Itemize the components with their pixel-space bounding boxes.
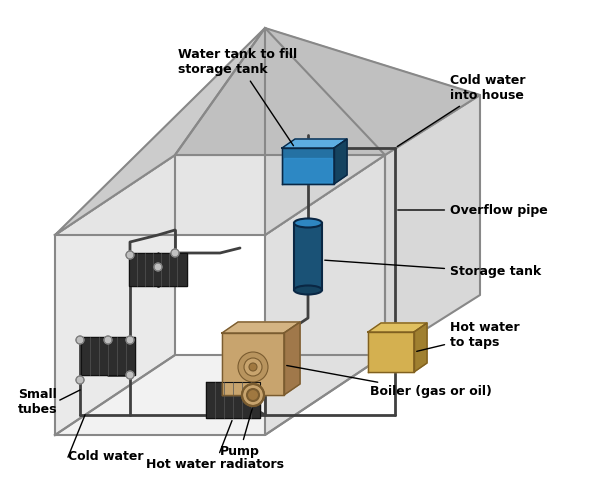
Polygon shape [265,28,385,235]
Polygon shape [175,28,480,155]
Text: Cold water
into house: Cold water into house [397,74,526,146]
Circle shape [126,251,134,259]
Polygon shape [55,155,175,435]
Ellipse shape [249,363,257,371]
Text: Storage tank: Storage tank [325,260,541,279]
Polygon shape [282,148,334,184]
Ellipse shape [294,285,322,294]
Circle shape [76,376,84,384]
Polygon shape [368,323,427,332]
Circle shape [104,336,112,344]
Polygon shape [385,95,480,355]
Polygon shape [129,253,187,286]
Polygon shape [294,223,322,290]
Polygon shape [55,155,385,235]
Circle shape [171,249,179,257]
Polygon shape [284,158,332,182]
Polygon shape [81,337,135,375]
Text: Boiler (gas or oil): Boiler (gas or oil) [287,366,492,399]
Polygon shape [206,382,260,418]
Polygon shape [282,139,347,148]
Circle shape [242,384,264,406]
Circle shape [76,336,84,344]
Text: Hot water radiators: Hot water radiators [146,421,284,471]
Text: Hot water
to taps: Hot water to taps [417,321,520,351]
Text: Pump: Pump [220,409,260,458]
Text: Cold water: Cold water [68,450,143,464]
Circle shape [126,371,134,379]
Text: Small
tubes: Small tubes [18,388,58,416]
Polygon shape [368,332,414,372]
Polygon shape [284,322,300,395]
Ellipse shape [238,352,268,382]
Circle shape [126,336,134,344]
Ellipse shape [294,218,322,228]
Ellipse shape [244,358,262,376]
Polygon shape [222,322,300,333]
Text: Overflow pipe: Overflow pipe [398,204,548,217]
Circle shape [154,263,162,271]
Polygon shape [334,139,347,184]
Polygon shape [222,333,284,395]
Polygon shape [55,28,265,235]
Polygon shape [414,323,427,372]
Circle shape [247,389,259,401]
Text: Water tank to fill
storage tank: Water tank to fill storage tank [178,48,297,146]
Polygon shape [55,355,385,435]
Polygon shape [265,155,385,435]
